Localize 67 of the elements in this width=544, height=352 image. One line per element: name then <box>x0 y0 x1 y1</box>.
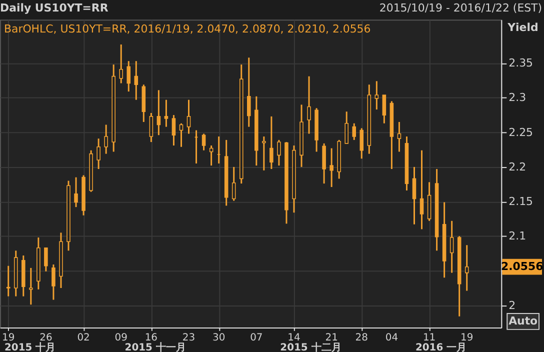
chart-title: Daily US10YT=RR <box>0 2 109 15</box>
candlestick <box>270 116 274 170</box>
candlestick <box>6 265 10 298</box>
x-tick-label: 28 <box>355 332 368 344</box>
candlestick <box>126 60 131 92</box>
candlestick <box>246 56 251 128</box>
y-tick-label: 2.15 <box>508 195 533 208</box>
candlestick <box>412 166 416 226</box>
candlestick <box>202 132 206 152</box>
candlestick <box>44 247 48 272</box>
candlestick <box>360 127 364 160</box>
y-tick-label: 2 <box>508 298 516 312</box>
x-tick-label: 19 <box>2 332 15 344</box>
text: 2015 十月 <box>4 341 56 352</box>
candlestick <box>29 267 33 306</box>
candlestick <box>52 264 56 301</box>
x-tick-label: 19 <box>460 332 474 344</box>
candlestick <box>330 148 334 188</box>
y-tick-label: 2.25 <box>508 126 533 139</box>
x-tick-label: 09 <box>114 332 128 344</box>
x-tick-label: 16 <box>144 332 158 344</box>
candlestick <box>344 110 348 144</box>
candlestick <box>277 139 281 166</box>
y-axis-title: Yield <box>506 21 538 34</box>
candlestick <box>322 142 326 184</box>
candlestick <box>352 122 356 141</box>
candlestick <box>427 181 432 222</box>
x-tick-label: 02 <box>77 332 90 344</box>
candlestick <box>209 144 214 166</box>
annotation: BarOHLC, US10YT=RR, 2016/1/19, 2.0470, 2.0870, 2.0210, 2.0556 <box>4 22 371 36</box>
candlestick <box>149 112 154 143</box>
candlestick <box>119 44 124 84</box>
y-tick-label: 2.2 <box>508 160 526 174</box>
x-tick-label: 23 <box>182 332 196 344</box>
y-tick-label: 2.3 <box>508 91 526 104</box>
candlestick <box>262 136 266 172</box>
chart-subtitle: 2015/10/19 - 2016/1/22 (EST) <box>379 2 542 15</box>
candlestick <box>382 94 386 124</box>
candlestick <box>164 99 168 128</box>
candlestick <box>232 166 236 202</box>
candlestick <box>179 122 184 148</box>
candlestick <box>464 244 469 292</box>
text: 2016 一月 <box>415 342 467 352</box>
candlestick <box>104 124 108 155</box>
y-tick-label: 2.35 <box>508 56 533 70</box>
text: 2015 十二月 <box>280 341 342 352</box>
text: Auto <box>508 314 538 328</box>
text: 2015 十一月 <box>124 341 186 352</box>
candlestick <box>74 176 78 208</box>
x-tick-label: 14 <box>288 332 300 344</box>
x-tick-label: 11 <box>422 332 436 344</box>
candlestick <box>420 150 424 230</box>
candlestick <box>156 89 161 136</box>
x-tick-label: 04 <box>385 332 398 344</box>
candlestick <box>397 121 402 152</box>
candlestick <box>450 220 454 274</box>
x-tick-label: 21 <box>325 332 338 344</box>
candlestick <box>307 76 311 134</box>
candlestick <box>96 138 100 170</box>
y-tick-label: 2.1 <box>508 230 526 243</box>
x-tick-label: 26 <box>40 332 52 344</box>
candlestick <box>186 99 191 134</box>
x-tick-label: 07 <box>250 332 263 344</box>
candlestick <box>172 114 176 146</box>
x-tick-label: 30 <box>212 332 226 344</box>
candlestick <box>134 60 138 101</box>
candlestick <box>374 80 379 110</box>
